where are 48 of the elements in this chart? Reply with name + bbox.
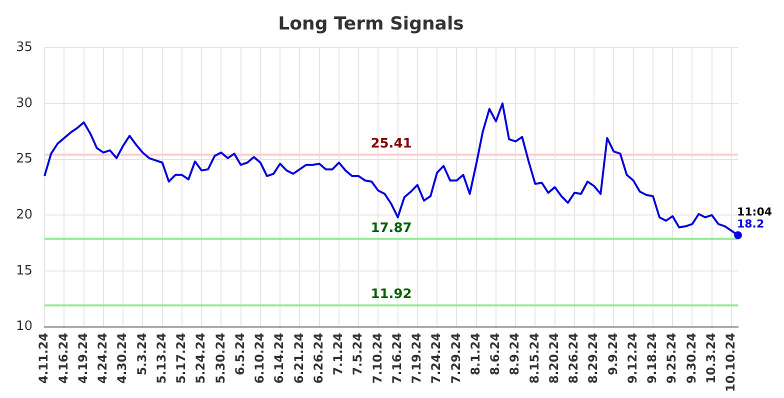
- x-tick-label: 5.24.24: [194, 332, 208, 384]
- x-tick-label: 8.29.24: [586, 332, 600, 384]
- x-tick-label: 4.19.24: [76, 332, 90, 384]
- x-tick-label: 10.3.24: [704, 332, 718, 384]
- x-tick-label: 8.20.24: [546, 332, 561, 384]
- y-tick-label: 15: [16, 263, 33, 278]
- x-tick-label: 7.16.24: [390, 332, 404, 384]
- y-tick-label: 10: [16, 319, 33, 334]
- y-tick-label: 35: [16, 40, 33, 55]
- ref-line-label: 11.92: [370, 287, 412, 302]
- x-tick-label: 6.10.24: [252, 332, 267, 384]
- x-tick-label: 9.25.24: [664, 332, 679, 384]
- x-tick-label: 6.5.24: [232, 332, 247, 376]
- x-tick-label: 4.30.24: [115, 332, 130, 384]
- x-tick-label: 10.10.24: [724, 332, 738, 392]
- x-tick-label: 8.26.24: [566, 332, 581, 384]
- x-tick-label: 9.30.24: [684, 332, 698, 384]
- x-tick-label: 5.30.24: [213, 332, 228, 384]
- x-tick-label: 6.21.24: [292, 332, 306, 384]
- y-tick-label: 25: [16, 152, 33, 167]
- x-tick-label: 5.17.24: [174, 332, 188, 384]
- x-tick-label: 8.15.24: [527, 332, 542, 384]
- x-tick-label: 7.24.24: [429, 332, 444, 384]
- y-tick-label: 30: [16, 96, 33, 111]
- data-label: 18.2: [737, 218, 764, 231]
- x-tick-label: 6.14.24: [272, 332, 286, 384]
- ref-line-label: 17.87: [370, 220, 412, 236]
- chart-title: Long Term Signals: [278, 13, 464, 34]
- x-tick-label: 8.9.24: [508, 332, 522, 376]
- x-tick-label: 7.10.24: [370, 332, 384, 384]
- x-tick-label: 7.5.24: [350, 332, 365, 376]
- annotation: 11:04: [737, 206, 772, 219]
- x-tick-label: 7.29.24: [448, 332, 463, 384]
- x-tick-label: 9.9.24: [606, 332, 620, 376]
- x-tick-label: 8.1.24: [468, 332, 482, 376]
- y-tick-label: 20: [16, 207, 33, 222]
- x-tick-label: 6.26.24: [311, 332, 326, 384]
- x-tick-label: 4.16.24: [56, 332, 70, 384]
- x-tick-label: 4.24.24: [96, 332, 110, 384]
- x-tick-label: 7.1.24: [331, 332, 346, 376]
- x-tick-label: 5.13.24: [154, 332, 168, 384]
- x-tick-label: 4.11.24: [36, 332, 51, 384]
- x-tick-label: 9.18.24: [645, 332, 660, 384]
- x-tick-label: 9.12.24: [625, 332, 640, 384]
- x-tick-label: 8.6.24: [488, 332, 502, 376]
- x-tick-label: 7.19.24: [410, 332, 424, 384]
- ref-line-label: 25.41: [370, 136, 412, 152]
- x-tick-label: 5.3.24: [134, 332, 149, 376]
